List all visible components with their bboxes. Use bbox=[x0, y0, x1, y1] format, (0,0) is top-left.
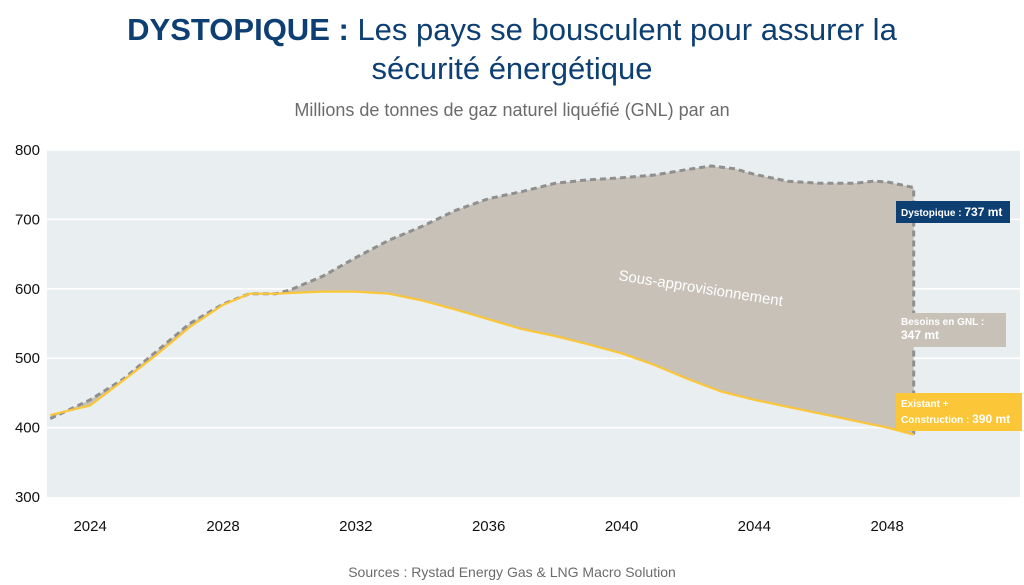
chart-subtitle: Millions de tonnes de gaz naturel liquéf… bbox=[294, 100, 730, 120]
existant-construction-line bbox=[50, 290, 914, 436]
y-tick-label: 700 bbox=[15, 211, 40, 228]
dystopique-callout-value: 737 mt bbox=[964, 205, 1003, 219]
undersupply-area bbox=[50, 166, 914, 435]
x-tick-label: 2028 bbox=[206, 518, 239, 535]
dystopique-line bbox=[49, 164, 916, 435]
existant-callout-value: 390 mt bbox=[972, 412, 1011, 426]
chart-title-bold: DYSTOPIQUE : bbox=[127, 12, 349, 47]
x-tick-label: 2024 bbox=[73, 518, 106, 535]
x-tick-label: 2040 bbox=[605, 518, 638, 535]
x-tick-label: 2036 bbox=[472, 518, 505, 535]
besoins-callout-value: 347 mt bbox=[901, 328, 940, 342]
y-tick-label: 500 bbox=[15, 350, 40, 367]
chart-title: DYSTOPIQUE : Les pays se bousculent pour… bbox=[0, 10, 1024, 88]
besoins-callout-label: Besoins en GNL : bbox=[901, 317, 985, 328]
x-tick-label: 2044 bbox=[738, 518, 771, 535]
existant-callout: Existant + Construction : 390 mt bbox=[896, 393, 1022, 431]
existant-callout-label: Existant + bbox=[901, 399, 949, 410]
y-tick-label: 300 bbox=[15, 489, 40, 506]
existant-callout-label2: Construction : bbox=[901, 415, 970, 426]
y-tick-label: 600 bbox=[15, 281, 40, 298]
y-tick-label: 400 bbox=[15, 420, 40, 437]
source-note: Sources : Rystad Energy Gas & LNG Macro … bbox=[348, 564, 676, 580]
x-tick-label: 2032 bbox=[339, 518, 372, 535]
dystopique-callout: Dystopique : 737 mt bbox=[896, 201, 1010, 223]
dystopique-callout-label: Dystopique : bbox=[901, 208, 962, 219]
chart-title-line1: Les pays se bousculent pour assurer la bbox=[357, 12, 897, 47]
besoins-callout: Besoins en GNL : 347 mt bbox=[896, 313, 1006, 347]
chart-title-line2: sécurité énergétique bbox=[371, 51, 653, 86]
y-tick-label: 800 bbox=[15, 142, 40, 159]
x-tick-label: 2048 bbox=[870, 518, 903, 535]
